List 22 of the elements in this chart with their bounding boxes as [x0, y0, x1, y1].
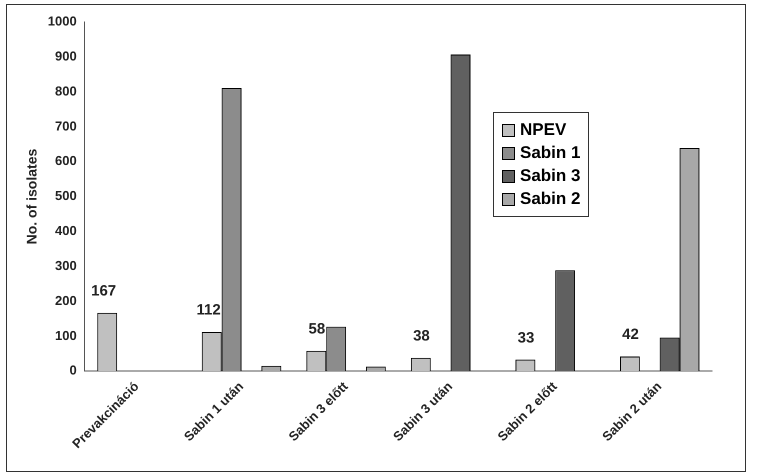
legend-label: Sabin 2	[520, 189, 580, 209]
y-tick-label: 1000	[48, 14, 77, 29]
data-label: 58	[308, 320, 326, 338]
y-tick-label: 900	[55, 48, 77, 64]
y-tick-label: 400	[55, 223, 77, 238]
data-label: 112	[196, 302, 221, 319]
y-tick-label: 700	[55, 118, 77, 134]
data-label: 167	[91, 282, 116, 300]
y-tick-label: 200	[55, 292, 77, 308]
y-tick-label: 800	[55, 83, 77, 98]
y-axis-title: No. of isolates	[23, 148, 40, 244]
y-tick-label: 600	[55, 153, 77, 168]
legend-label: NPEV	[520, 120, 566, 140]
data-label: 33	[518, 329, 534, 346]
data-label: 42	[622, 326, 639, 344]
legend-label: Sabin 3	[520, 166, 580, 186]
y-tick-label: 100	[55, 328, 77, 343]
y-tick-label: 300	[55, 258, 77, 273]
data-label: 38	[413, 328, 430, 345]
y-tick-label: 0	[69, 362, 77, 378]
legend-label: Sabin 1	[520, 143, 580, 163]
y-tick-label: 500	[55, 188, 77, 204]
